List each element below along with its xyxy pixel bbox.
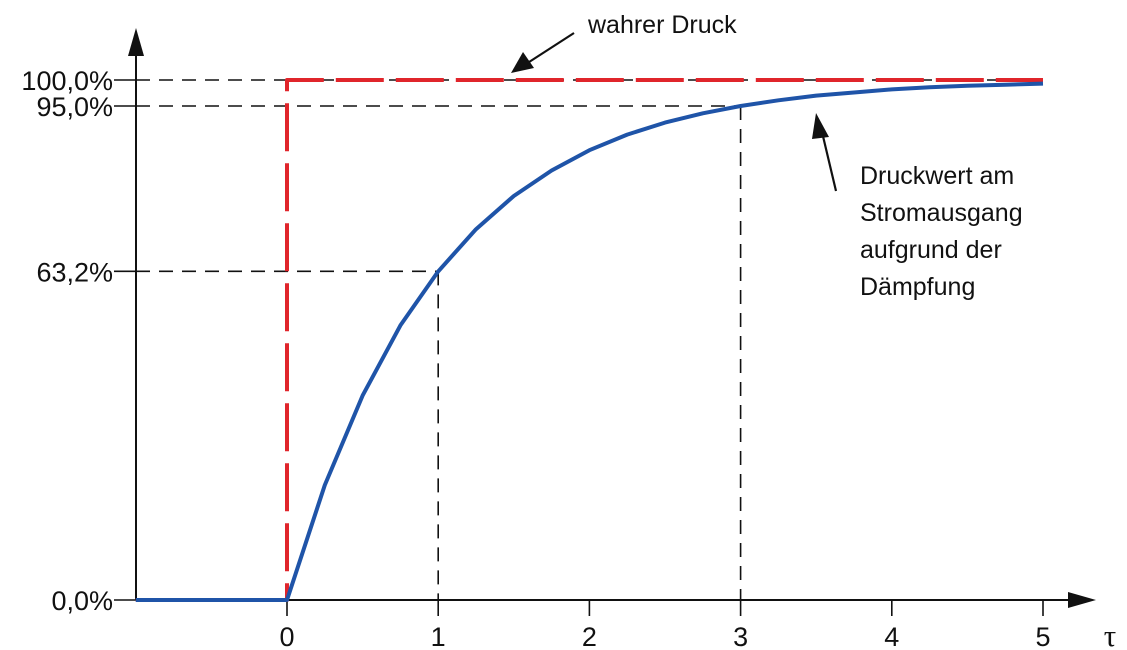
damped-output-line [135, 81, 1044, 602]
x-axis-arrow [1068, 592, 1096, 608]
y-reference-label-1: 63,2% [36, 257, 113, 287]
true-pressure-annotation: wahrer Druck [587, 11, 737, 39]
x-tick-label-3: 3 [733, 622, 748, 650]
annotations-layer: wahrer Druck Druckwert am Stromausgang aufg… [511, 11, 1023, 301]
x-tick-label-1: 1 [431, 622, 446, 650]
labels-layer: 0 1 2 3 4 5 τ 0,0% 63,2% 95,0%100,0% [21, 66, 1116, 650]
damped-output-annotation-line-1: Stromausgang [860, 199, 1023, 227]
x-tick-label-4: 4 [884, 622, 899, 650]
y-axis-arrow [128, 28, 144, 56]
x-axis-label: τ [1104, 618, 1116, 650]
damped-output-arrow-head [812, 113, 829, 139]
y-reference-label-0: 0,0% [51, 586, 113, 616]
x-tick-label-0: 0 [279, 622, 294, 650]
x-tick-label-2: 2 [582, 622, 597, 650]
axes [114, 28, 1096, 616]
true-pressure-arrow-shaft [525, 32, 575, 65]
y-reference-label-3: 100,0% [21, 66, 113, 96]
true-pressure-line [135, 78, 1043, 602]
damped-output-arrow-shaft [820, 131, 838, 192]
x-tick-label-5: 5 [1035, 622, 1050, 650]
damped-output-annotation-line-3: Dämpfung [860, 273, 975, 301]
damped-output-annotation: Druckwert am Stromausgang aufgrund der Dämp… [860, 162, 1023, 301]
true-pressure-arrow-head [511, 52, 534, 73]
damped-output-annotation-line-2: aufgrund der [860, 236, 1002, 264]
y-reference-label-2: 95,0% [36, 92, 113, 122]
series-layer [135, 78, 1044, 602]
reference-guide-lines [136, 79, 1043, 600]
damped-output-annotation-line-0: Druckwert am [860, 162, 1014, 190]
